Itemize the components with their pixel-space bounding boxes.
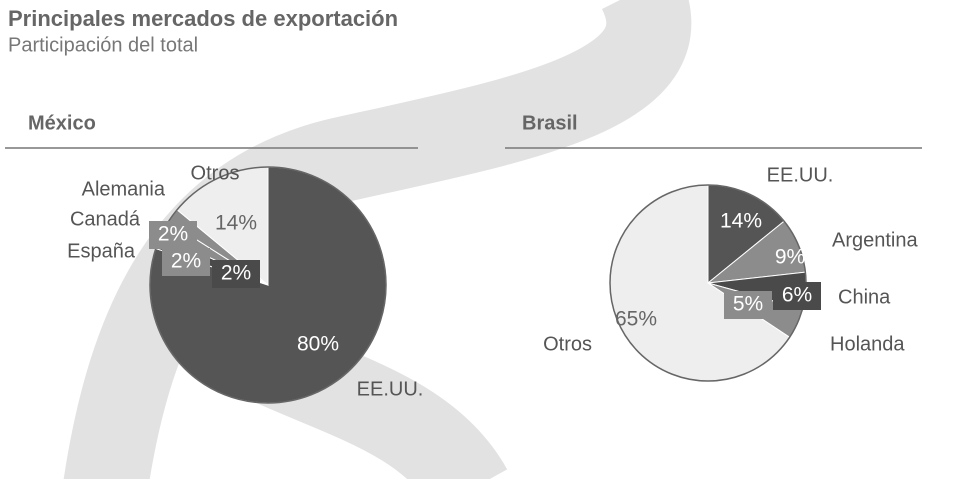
category-label: Otros [543, 333, 592, 355]
pie-outline [149, 166, 387, 404]
chart-title: México [28, 112, 96, 134]
value-label: 2% [171, 250, 201, 273]
value-label: 2% [158, 223, 188, 246]
label-box [724, 291, 772, 319]
value-label: 65% [615, 308, 657, 331]
category-label: Otros [191, 162, 240, 184]
label-box [773, 282, 821, 310]
label-box [162, 248, 210, 276]
category-label: China [838, 286, 891, 308]
value-label: 9% [775, 246, 805, 269]
page-title: Principales mercados de exportación [8, 6, 398, 31]
category-label: Argentina [832, 229, 918, 251]
category-label: Holanda [830, 333, 905, 355]
category-label: EE.UU. [767, 164, 834, 186]
value-label: 5% [733, 293, 763, 316]
label-box [212, 260, 260, 288]
value-label: 80% [297, 333, 339, 356]
value-label: 14% [215, 212, 257, 235]
chart-title: Brasil [522, 112, 578, 134]
category-label: España [67, 240, 136, 262]
value-label: 6% [782, 284, 812, 307]
value-label: 2% [221, 262, 251, 285]
value-label: 14% [720, 210, 762, 233]
category-label: EE.UU. [357, 378, 424, 400]
page-subtitle: Participación del total [8, 34, 198, 56]
category-label: Canadá [70, 208, 141, 230]
label-box [149, 221, 197, 249]
category-label: Alemania [82, 178, 166, 200]
